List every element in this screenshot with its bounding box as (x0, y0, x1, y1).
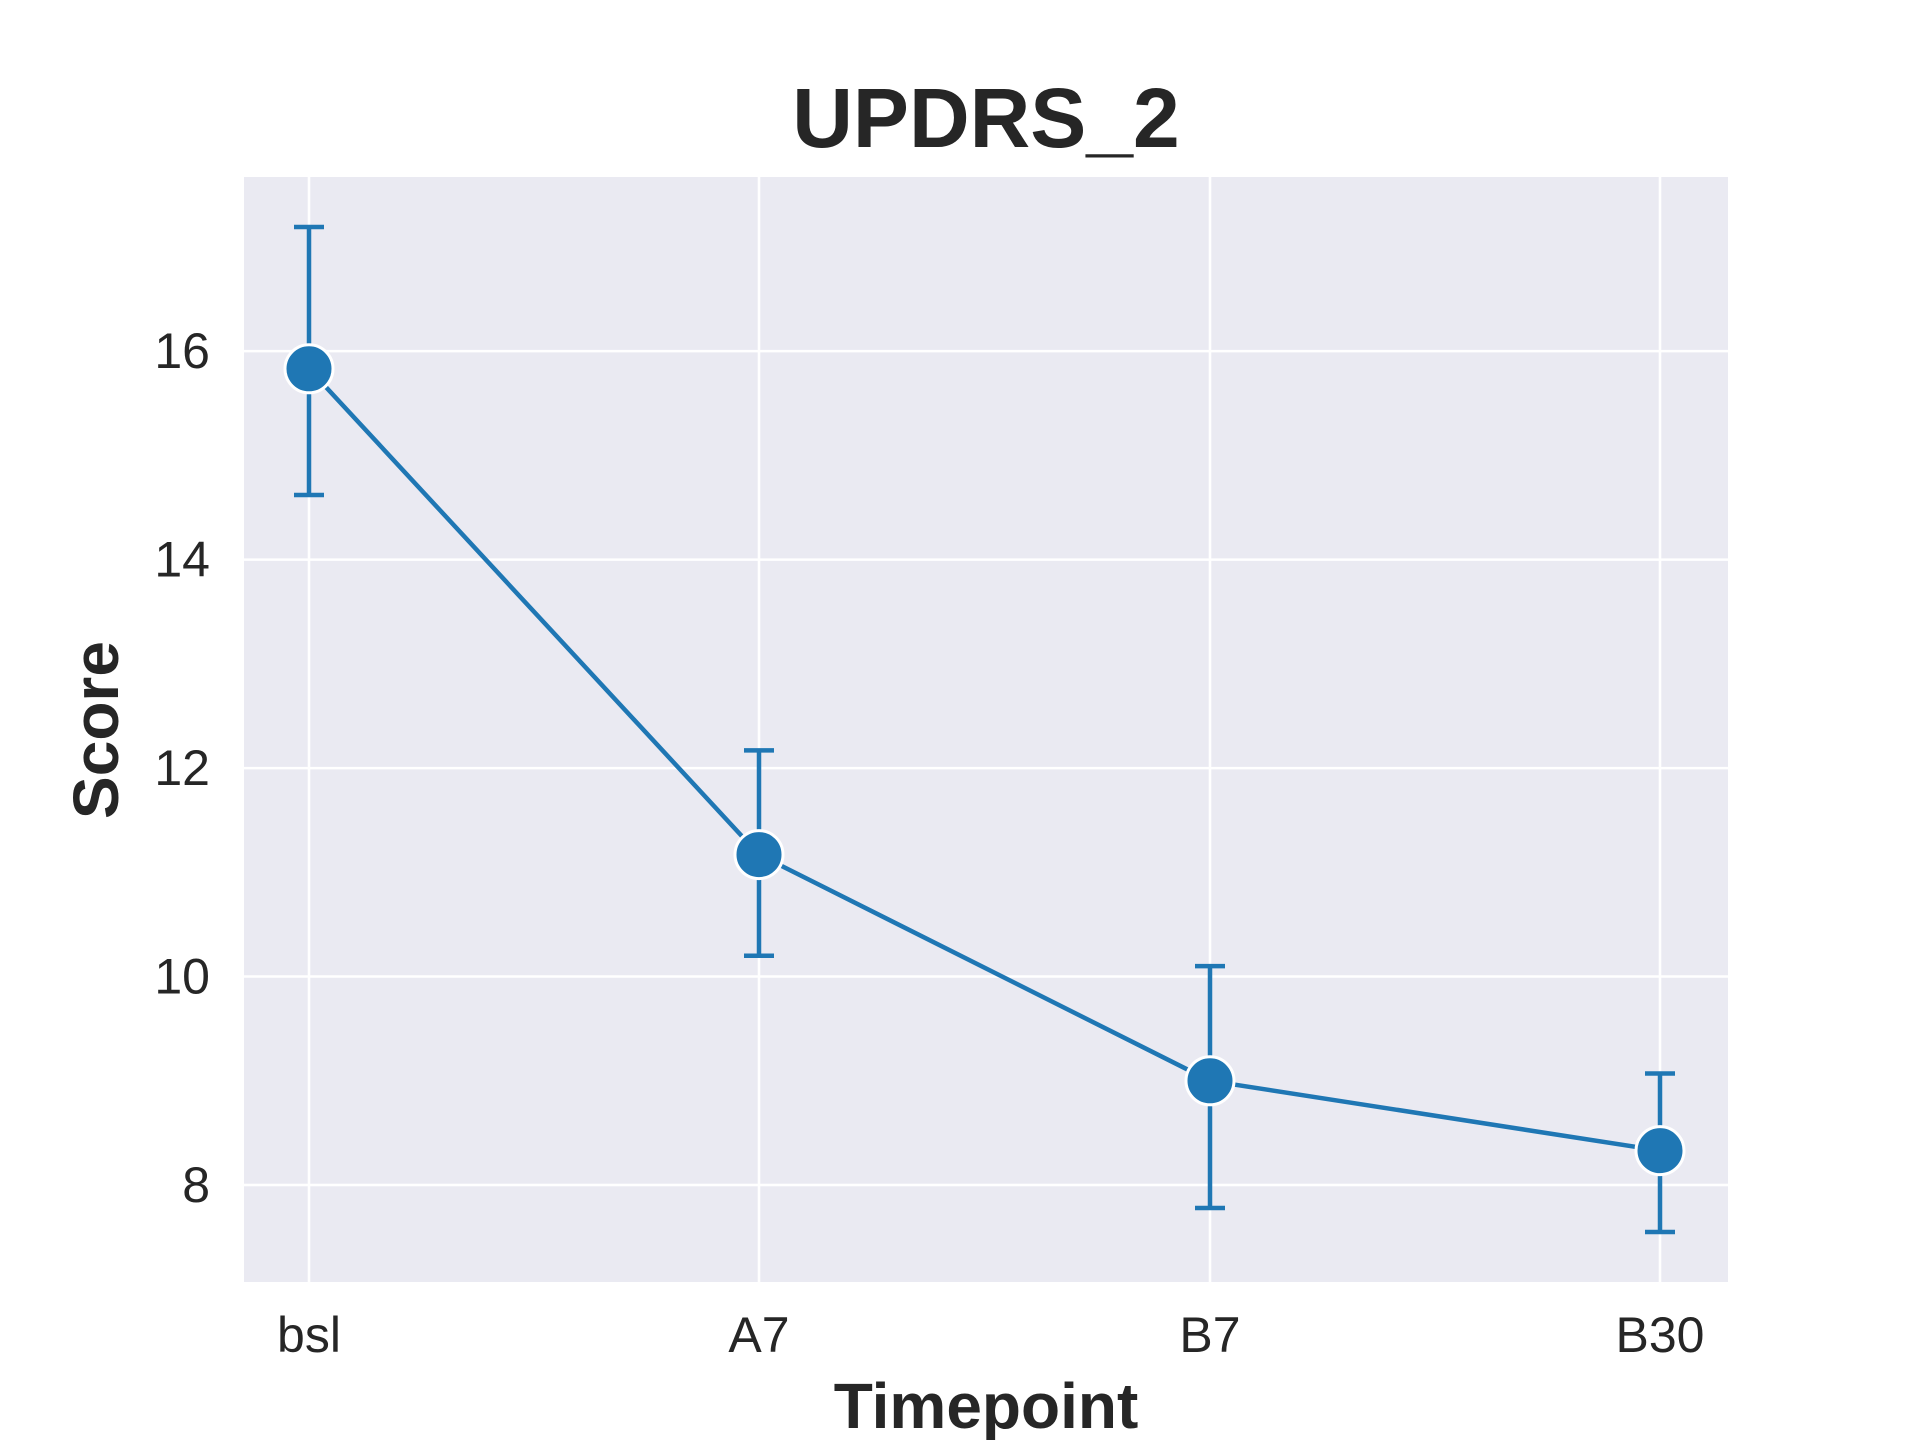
y-tick-label: 12 (154, 740, 210, 796)
x-axis-label: Timepoint (834, 1370, 1139, 1440)
y-tick-label: 14 (154, 532, 210, 588)
data-series (283, 224, 1686, 1235)
x-tick-label: B30 (1616, 1307, 1705, 1363)
y-tick-label: 16 (154, 323, 210, 379)
series-line (307, 367, 1661, 1153)
y-axis-label: Score (60, 641, 132, 819)
data-point (1634, 1125, 1686, 1177)
data-point (1184, 1055, 1236, 1107)
chart-title: UPDRS_2 (792, 71, 1179, 165)
tick-labels: 8 10 12 14 16 bsl A7 B7 B30 (154, 323, 1704, 1363)
data-point (733, 829, 785, 881)
x-tick-label: A7 (728, 1307, 789, 1363)
x-tick-label: bsl (277, 1307, 341, 1363)
data-point (283, 343, 335, 395)
x-tick-label: B7 (1179, 1307, 1240, 1363)
y-tick-label: 10 (154, 949, 210, 1005)
y-tick-label: 8 (182, 1157, 210, 1213)
plot-background (244, 177, 1728, 1282)
